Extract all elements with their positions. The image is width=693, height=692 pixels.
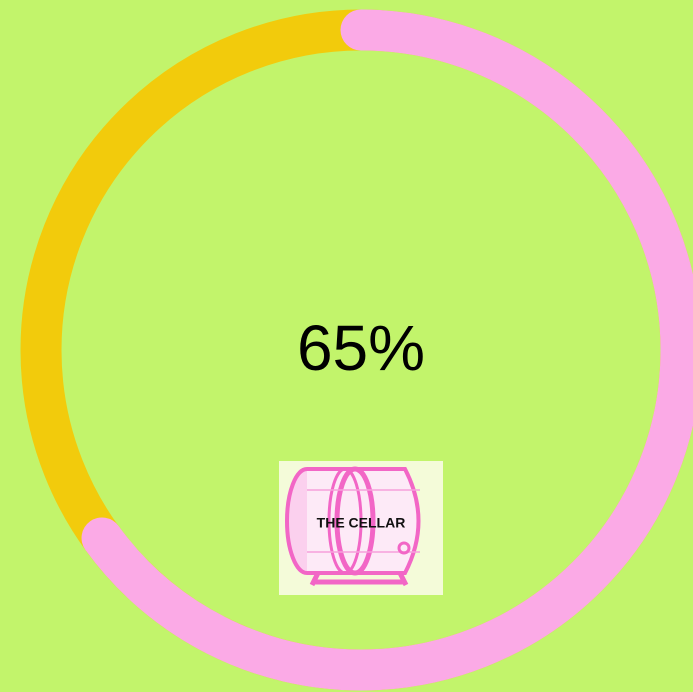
- logo-text: THE CELLAR: [317, 515, 406, 531]
- progress-label: 65%: [297, 312, 425, 384]
- logo: THE CELLAR: [279, 461, 443, 595]
- progress-arc: [20, 9, 693, 691]
